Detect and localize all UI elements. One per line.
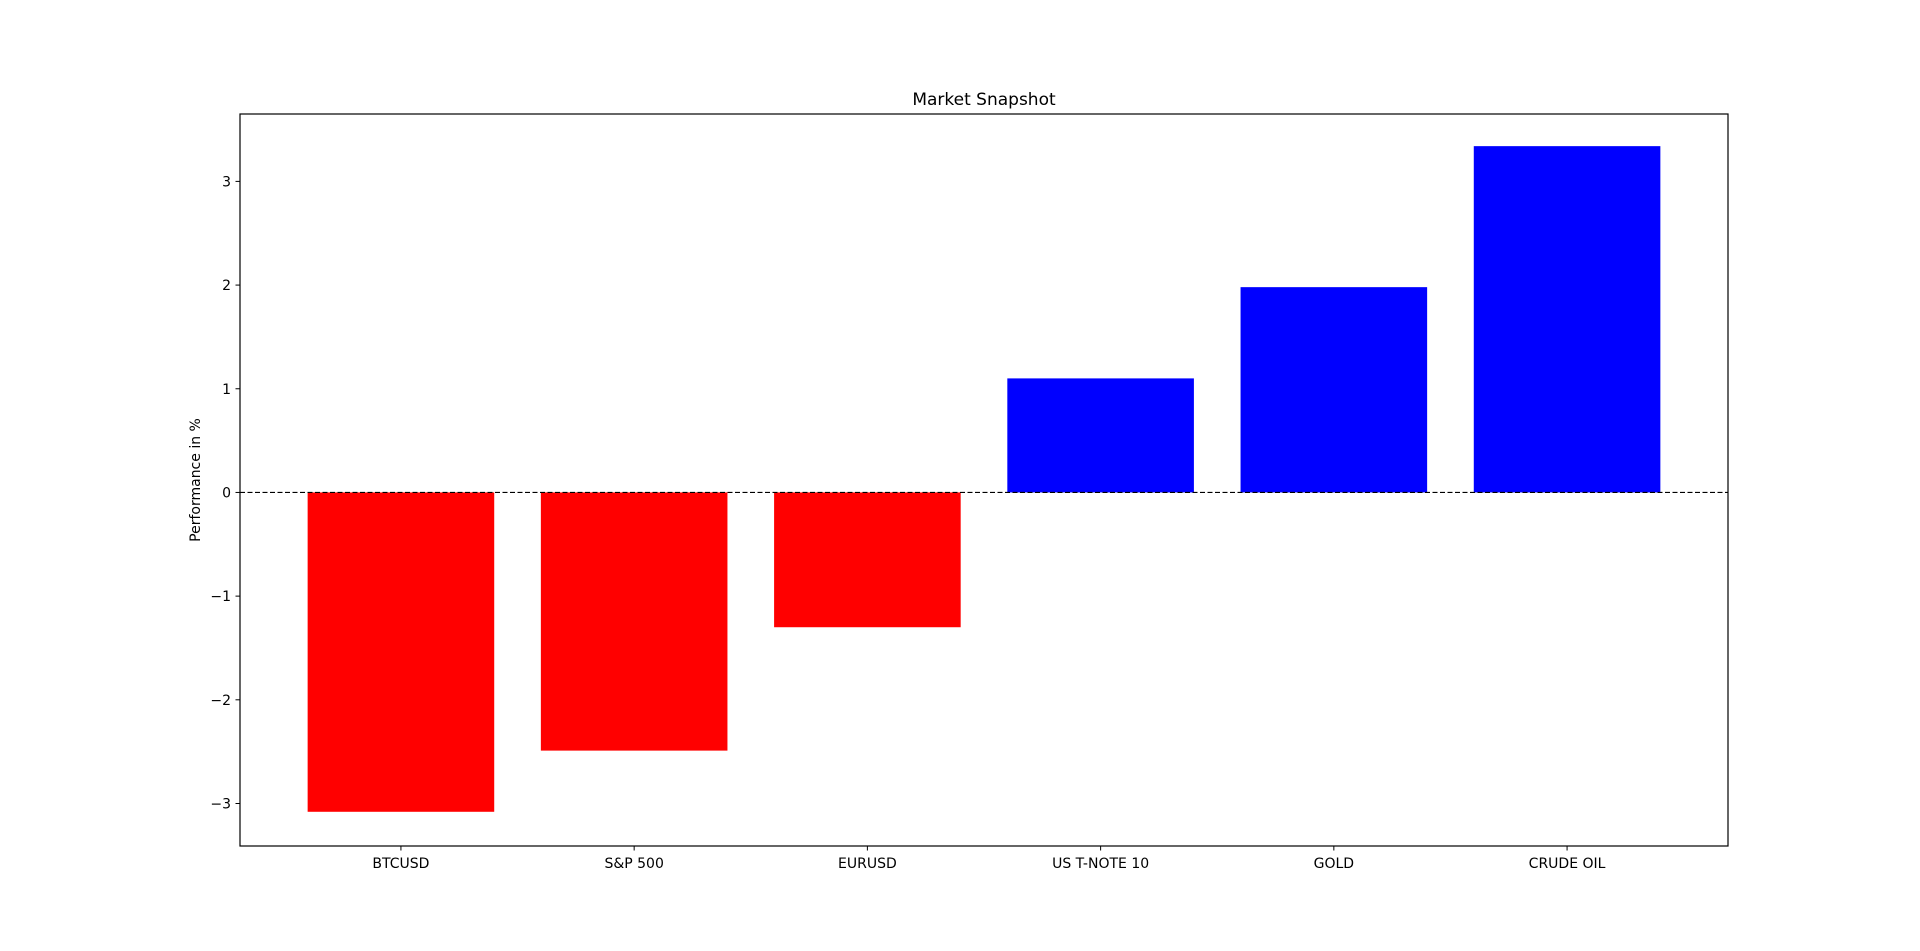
y-tick-label: −1	[210, 589, 231, 605]
y-ticks-group: −3 −2 −1 0 1 2 3	[210, 174, 240, 812]
x-tick-label: S&P 500	[604, 856, 663, 872]
y-tick-label: −3	[210, 796, 231, 812]
x-tick-label: CRUDE OIL	[1529, 856, 1606, 872]
y-tick-label: 1	[222, 382, 231, 398]
x-tick-label: US T-NOTE 10	[1052, 856, 1149, 872]
x-ticks-group: BTCUSD S&P 500 EURUSD US T-NOTE 10 GOLD CRUDE…	[372, 846, 1606, 872]
bar-gold	[1240, 287, 1428, 493]
y-tick-label: 3	[222, 174, 231, 190]
y-tick-label: 0	[222, 485, 231, 501]
bar-s-p-500	[540, 492, 728, 751]
x-tick-label: EURUSD	[838, 856, 897, 872]
bar-btcusd	[307, 492, 495, 812]
bar-crude-oil	[1473, 146, 1661, 493]
bar-us-t-note-10	[1007, 378, 1194, 493]
x-tick-label: BTCUSD	[372, 856, 429, 872]
bar-eurusd	[774, 492, 961, 628]
chart-title: Market Snapshot	[912, 90, 1056, 110]
axes-frame	[239, 113, 1729, 847]
x-tick-label: GOLD	[1314, 856, 1354, 872]
y-tick-label: 2	[222, 278, 231, 294]
y-tick-label: −2	[210, 693, 231, 709]
y-axis-label: Performance in %	[188, 418, 204, 542]
bars-group	[307, 146, 1661, 812]
